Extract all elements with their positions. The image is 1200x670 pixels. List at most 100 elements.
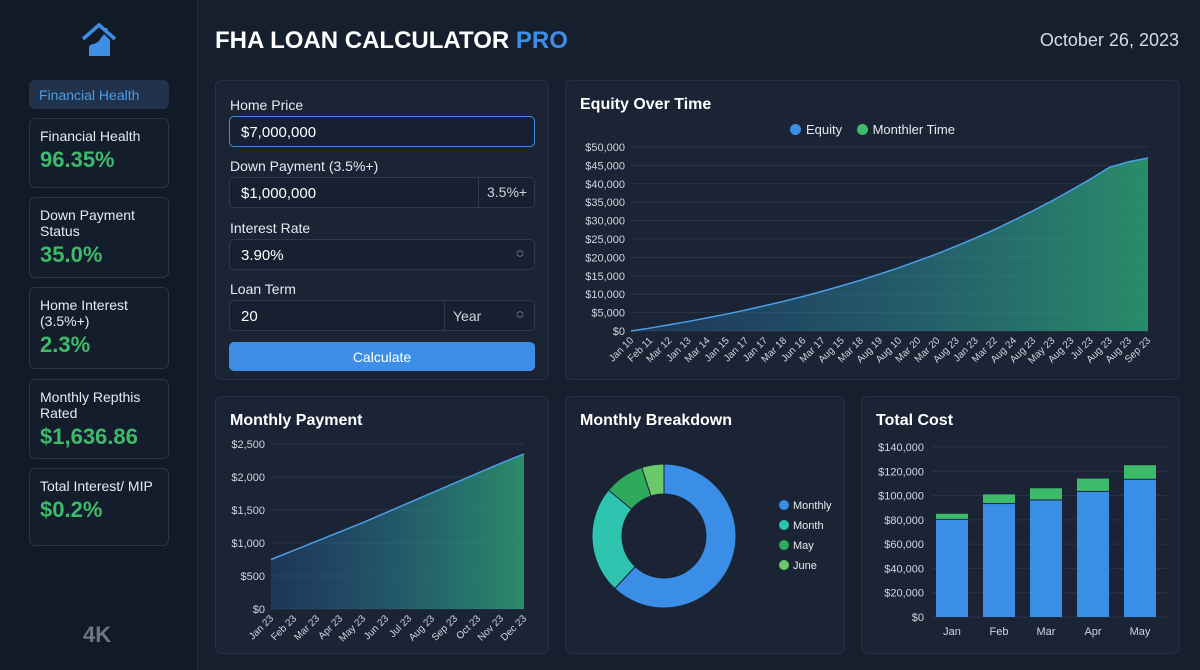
stat-value: 96.35% — [40, 147, 115, 172]
loan-term-unit: Year — [453, 308, 482, 324]
y-tick-label: $2,500 — [231, 439, 265, 451]
bar-interest — [936, 513, 968, 519]
legend-swatch — [790, 124, 801, 135]
down-payment-input[interactable]: $1,000,000 3.5%+ — [229, 177, 535, 208]
date-display: October 26, 2023 — [1039, 30, 1179, 50]
home-price-input[interactable]: $7,000,000 — [229, 116, 535, 147]
legend-label: Monthler Time — [872, 122, 955, 137]
y-tick-label: $80,000 — [884, 515, 924, 527]
chart-title: Total Cost — [876, 412, 954, 429]
chart-title: Equity Over Time — [580, 96, 712, 113]
bar-principal — [1124, 479, 1156, 617]
down-payment-suffix: 3.5%+ — [478, 178, 534, 207]
bar-principal — [936, 519, 968, 617]
x-tick-label: May 23 — [337, 613, 368, 644]
area-fill — [271, 453, 524, 609]
down-payment-value: $1,000,000 — [241, 185, 317, 202]
bar-principal — [1030, 500, 1062, 617]
y-tick-label: $35,000 — [585, 197, 625, 209]
x-tick-label: Mar 23 — [292, 613, 322, 643]
resolution-badge: 4K — [83, 622, 112, 647]
stat-value: 2.3% — [40, 332, 91, 357]
equity-chart-card: Equity Over Time Equity Monthler Time $0… — [565, 80, 1180, 380]
loan-term-input[interactable]: 20 Year ︿ ﹀ — [229, 300, 535, 331]
bar-principal — [983, 504, 1015, 617]
page-title: FHA LOAN CALCULATOR PRO — [215, 27, 568, 55]
legend-swatch — [779, 500, 789, 510]
stat-label: Home Interest (3.5%+) — [40, 297, 128, 329]
x-tick-label: May — [1130, 626, 1151, 638]
y-tick-label: $60,000 — [884, 539, 924, 551]
equity-chart: $0 $5,000 $10,000 $15,000 $20,000 $25,000 $30,… — [585, 142, 1153, 366]
legend-label: May — [793, 540, 814, 552]
legend-label: Equity — [806, 122, 843, 137]
y-tick-label: $0 — [253, 604, 265, 616]
title-main: FHA LOAN CALCULATOR — [215, 27, 510, 54]
chart-legend: Equity Monthler Time — [790, 122, 955, 137]
y-tick-label: $10,000 — [585, 289, 625, 301]
chart-title: Monthly Payment — [230, 412, 363, 429]
breakdown-card: Monthly Breakdown Monthly Month May June — [565, 396, 845, 654]
y-tick-label: $45,000 — [585, 160, 625, 172]
x-tick-label: Mar — [1037, 626, 1056, 638]
y-tick-label: $1,500 — [231, 505, 265, 517]
donut-slice-june — [641, 463, 665, 497]
y-tick-label: $40,000 — [585, 179, 625, 191]
x-tick-label: Sep 23 — [430, 613, 460, 643]
y-tick-label: $5,000 — [591, 308, 625, 320]
x-tick-label: Feb — [990, 626, 1009, 638]
y-tick-label: $20,000 — [585, 252, 625, 264]
house-logo-icon — [81, 22, 117, 56]
y-tick-label: $20,000 — [884, 588, 924, 600]
y-tick-label: $500 — [241, 571, 265, 583]
y-tick-label: $50,000 — [585, 142, 625, 154]
down-payment-label: Down Payment (3.5%+) — [230, 158, 379, 174]
home-price-label: Home Price — [230, 97, 304, 113]
legend-label: Monthly — [793, 500, 832, 512]
loan-term-value: 20 — [241, 308, 258, 325]
bar-interest — [1124, 465, 1156, 479]
stat-card: Total Interest/ MIP $0.2% — [29, 468, 169, 546]
interest-rate-value: 3.90% — [241, 247, 284, 264]
bar-principal — [1077, 491, 1109, 617]
y-tick-label: $15,000 — [585, 271, 625, 283]
series-line — [270, 453, 525, 561]
y-tick-label: $30,000 — [585, 216, 625, 228]
title-accent: PRO — [515, 27, 568, 54]
donut-slice-monthly — [614, 463, 737, 609]
x-tick-label: Dec 23 — [499, 613, 529, 643]
calculate-button[interactable]: Calculate — [229, 342, 535, 371]
stat-value: $0.2% — [40, 497, 103, 522]
loan-term-unit-select[interactable]: Year ︿ ﹀ — [444, 301, 534, 330]
legend-swatch — [779, 520, 789, 530]
legend-swatch — [779, 560, 789, 570]
legend-label: Month — [793, 520, 824, 532]
x-tick-label: Jan — [943, 626, 961, 638]
stat-card: Down Payment Status 35.0% — [29, 197, 169, 278]
stat-label: Monthly Repthis Rated — [40, 389, 141, 421]
stepper-icon: ︿ ﹀ — [516, 306, 524, 324]
stepper-icon[interactable]: ︿ ﹀ — [516, 245, 524, 263]
y-tick-label: $25,000 — [585, 234, 625, 246]
bar-interest — [983, 494, 1015, 504]
loan-form-card: Home Price $7,000,000 Down Payment (3.5%… — [215, 80, 549, 380]
nav-financial-health[interactable]: Financial Health — [29, 80, 169, 109]
y-tick-label: $0 — [912, 612, 924, 624]
stat-label: Total Interest/ MIP — [40, 478, 153, 494]
stat-card: Financial Health 96.35% — [29, 118, 169, 188]
sidebar: Financial Health Financial Health 96.35% … — [0, 0, 198, 670]
series-line — [630, 157, 1149, 332]
y-tick-label: $0 — [613, 326, 625, 338]
loan-term-label: Loan Term — [230, 281, 296, 297]
chart-title: Monthly Breakdown — [580, 412, 733, 429]
legend-label: June — [793, 560, 817, 572]
total-cost-card: Total Cost $0 $20,000 $40,000 $60,000 $80,00… — [861, 396, 1180, 654]
bar-interest — [1077, 478, 1109, 491]
y-tick-label: $100,000 — [878, 491, 924, 503]
y-tick-label: $120,000 — [878, 466, 924, 478]
legend-swatch — [856, 124, 868, 135]
legend-swatch — [779, 540, 789, 550]
breakdown-chart: Monthly Month May June — [591, 463, 832, 609]
interest-rate-input[interactable]: 3.90% ︿ ﹀ — [229, 239, 535, 270]
